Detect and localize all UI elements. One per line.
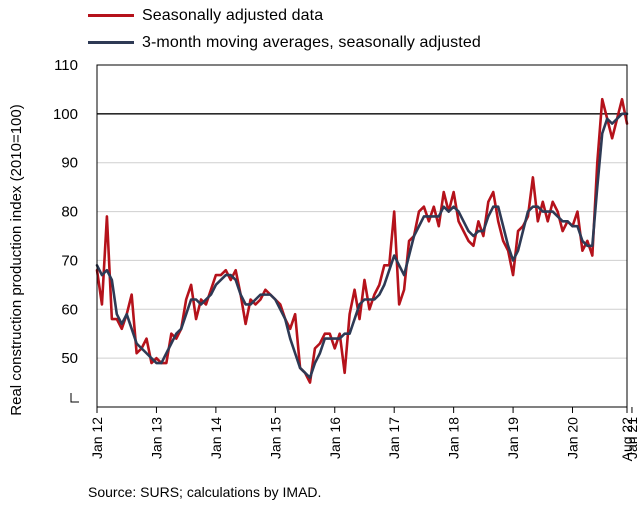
legend-label: 3-month moving averages, seasonally adju… [142,33,481,51]
plot-frame [96,64,628,408]
y-tick-label: 50 [61,350,78,367]
axis-break-icon [70,393,79,403]
legend-label: Seasonally adjusted data [142,6,324,24]
x-tick-label: Jan 21 [624,417,639,459]
y-axis-label: Real construction production index (2010… [8,104,25,415]
x-tick-label: Jan 18 [446,417,462,459]
x-tick-label: Jan 12 [89,417,105,459]
y-tick-label: 100 [53,106,78,123]
source-note: Source: SURS; calculations by IMAD. [88,484,322,500]
x-tick-label: Jan 20 [565,417,581,459]
y-tick-label: 90 [61,155,78,172]
x-tick-label: Jan 15 [267,417,283,459]
x-tick-label: Jan 19 [505,417,521,459]
y-tick-label: 80 [61,204,78,221]
legend: Seasonally adjusted data 3-month moving … [88,2,481,56]
series-line-moving-average [95,112,629,379]
series-lines [95,97,629,384]
legend-item-seasonally-adjusted: Seasonally adjusted data [88,2,481,29]
y-tick-label: 110 [54,57,78,74]
x-tick-label: Jan 17 [386,417,402,459]
legend-swatch-navy [88,41,134,44]
legend-item-moving-average: 3-month moving averages, seasonally adju… [88,29,481,56]
legend-swatch-red [88,14,134,17]
x-tick-label: Aug 22 [619,417,635,462]
y-axis-ticks: 50 60 70 80 90 100 110 [53,57,78,367]
x-tick-label: Jan 13 [148,417,164,459]
y-tick-label: 70 [61,252,78,269]
series-line-seasonally-adjusted [95,97,629,384]
y-tick-label: 60 [61,301,78,318]
x-axis-ticks: Jan 12 Jan 13 Jan 14 Jan 15 Jan 16 Jan 17 Jan … [89,407,639,461]
x-tick-label: Jan 16 [327,417,343,459]
x-tick-label: Jan 14 [208,417,224,459]
